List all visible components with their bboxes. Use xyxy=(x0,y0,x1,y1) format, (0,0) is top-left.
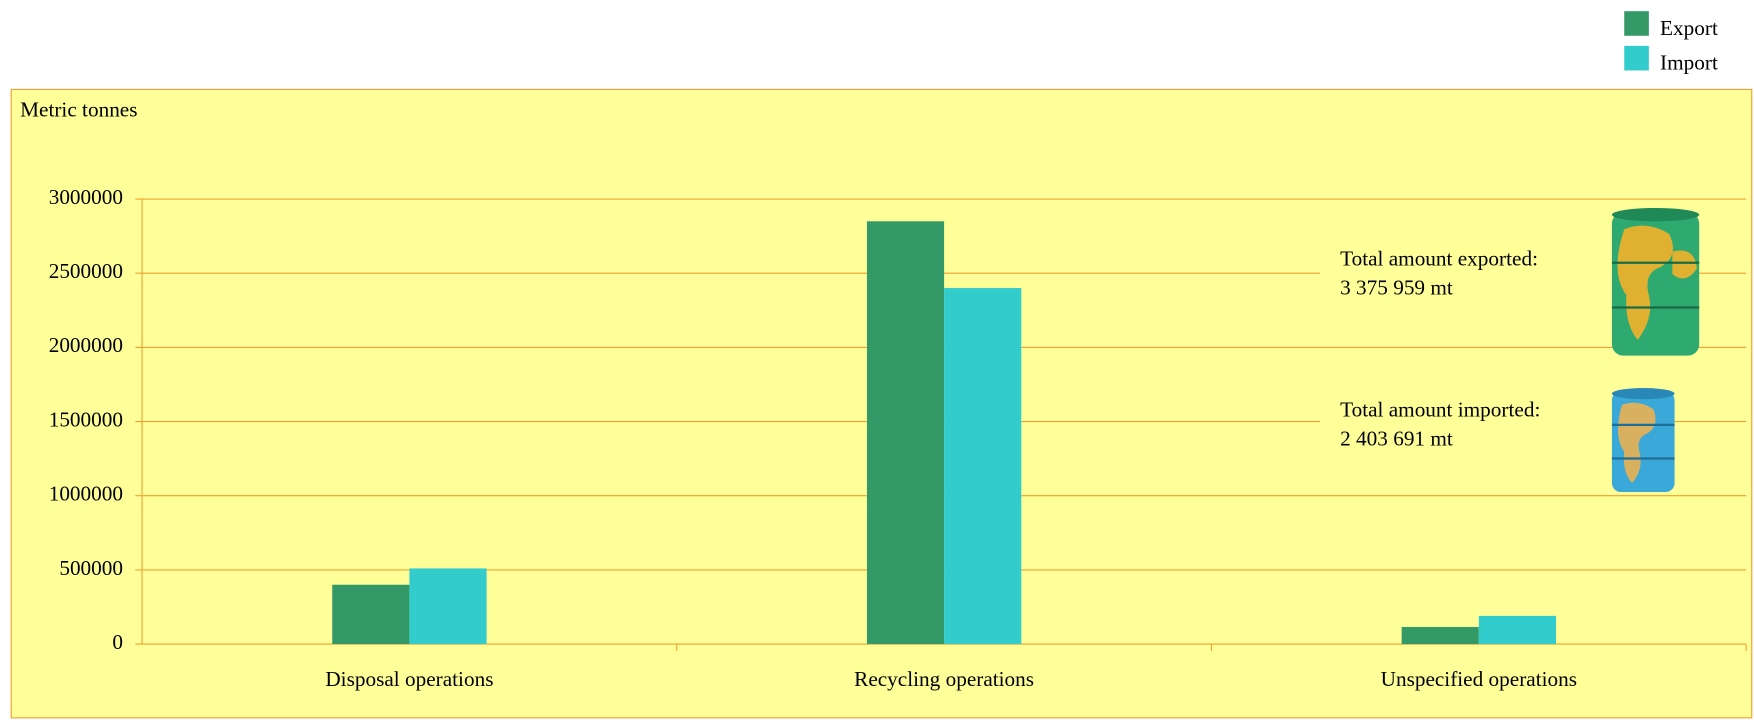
bar xyxy=(332,584,410,645)
annotation-background xyxy=(1319,240,1614,308)
x-tick-label: Recycling operations xyxy=(854,667,1034,691)
annotation-title: Total amount exported: xyxy=(1340,246,1538,270)
bar xyxy=(409,568,487,645)
legend-swatch xyxy=(1624,45,1649,71)
bar xyxy=(1478,615,1557,645)
y-tick-label: 500000 xyxy=(59,556,123,580)
annotation-title: Total amount imported: xyxy=(1340,397,1540,421)
bar xyxy=(1401,627,1479,645)
x-tick-label: Disposal operations xyxy=(325,667,493,691)
y-tick-label: 3000000 xyxy=(49,185,123,209)
legend-label: Import xyxy=(1660,51,1718,75)
x-tick-label: Unspecified operations xyxy=(1381,667,1577,691)
y-tick-label: 1000000 xyxy=(49,482,123,506)
y-tick-label: 2000000 xyxy=(49,333,123,357)
y-tick-label: 0 xyxy=(112,630,123,654)
barrel-import-icon xyxy=(1611,388,1675,493)
barrel-export-icon xyxy=(1611,207,1700,356)
y-tick-label: 2500000 xyxy=(49,259,123,283)
y-axis-label: Metric tonnes xyxy=(20,98,137,122)
annotation-background xyxy=(1319,391,1614,459)
bar xyxy=(866,221,945,645)
y-tick-label: 1500000 xyxy=(49,407,123,431)
legend-swatch xyxy=(1624,11,1649,36)
legend-label: Export xyxy=(1660,16,1718,40)
bar xyxy=(944,288,1022,645)
annotation-amount: 3 375 959 mt xyxy=(1340,275,1453,299)
annotation-amount: 2 403 691 mt xyxy=(1340,426,1453,450)
